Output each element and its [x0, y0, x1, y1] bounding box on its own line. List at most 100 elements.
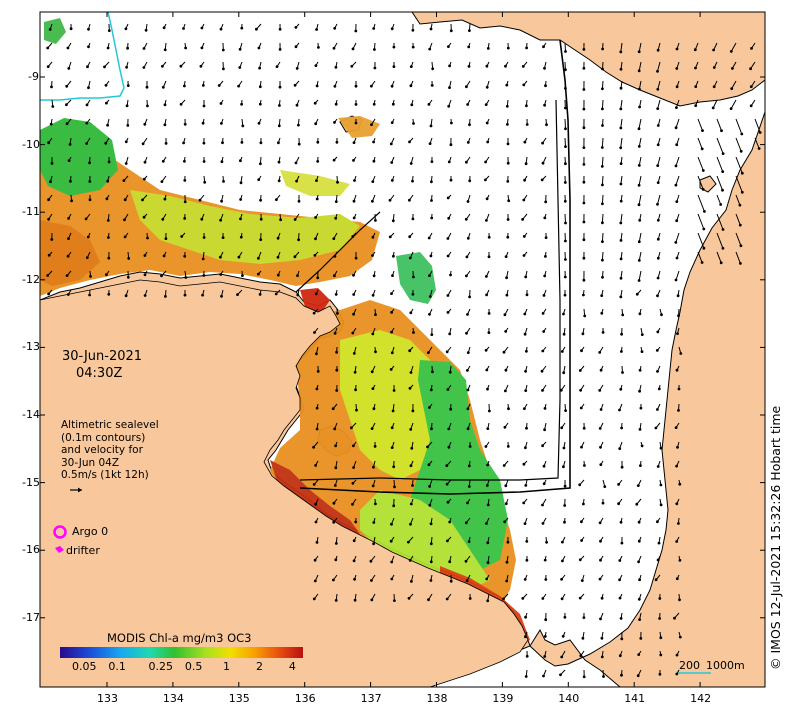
- velocity-arrow: [675, 232, 680, 243]
- velocity-arrow-head: [505, 276, 508, 280]
- velocity-arrow-head: [601, 183, 604, 187]
- velocity-arrow-head: [635, 502, 639, 506]
- velocity-arrow-head: [582, 502, 585, 506]
- velocity-arrow-head: [390, 446, 394, 449]
- velocity-arrow-head: [46, 65, 50, 68]
- velocity-arrow-head: [619, 617, 623, 620]
- velocity-arrow-head: [240, 141, 244, 144]
- velocity-arrow-head: [334, 65, 338, 69]
- velocity-arrow-head: [219, 27, 223, 31]
- velocity-arrow-head: [429, 579, 433, 582]
- velocity-arrow-head: [257, 121, 261, 125]
- velocity-arrow-head: [739, 262, 742, 265]
- velocity-arrow-head: [582, 107, 586, 111]
- velocity-arrow-head: [125, 65, 128, 69]
- velocity-arrow-head: [333, 427, 337, 431]
- velocity-arrow-head: [184, 46, 188, 50]
- velocity-arrow-head: [524, 275, 528, 279]
- lat-tick-label: -12: [22, 272, 40, 286]
- land-north: [411, 12, 765, 107]
- velocity-arrow-head: [392, 65, 396, 68]
- velocity-arrow-head: [656, 124, 660, 127]
- velocity-arrow-head: [143, 254, 147, 257]
- velocity-arrow-head: [203, 180, 207, 184]
- velocity-arrow-head: [333, 274, 336, 278]
- velocity-arrow-head: [314, 64, 318, 67]
- velocity-arrow-head: [467, 65, 471, 68]
- velocity-arrow-head: [543, 558, 547, 562]
- velocity-arrow-head: [659, 636, 663, 640]
- velocity-arrow-head: [411, 217, 415, 221]
- velocity-arrow-head: [354, 256, 358, 260]
- velocity-arrow-head: [637, 560, 640, 564]
- velocity-arrow-head: [600, 294, 604, 297]
- velocity-arrow-head: [353, 370, 357, 374]
- velocity-arrow-head: [599, 558, 602, 562]
- velocity-arrow-head: [484, 178, 487, 182]
- velocity-arrow-head: [582, 163, 586, 166]
- velocity-arrow-head: [674, 126, 678, 130]
- velocity-arrow-head: [163, 103, 167, 107]
- velocity-arrow-head: [241, 274, 244, 277]
- velocity-arrow-head: [200, 46, 204, 50]
- info-line: Altimetric sealevel: [61, 419, 159, 431]
- velocity-arrow-head: [640, 333, 644, 336]
- velocity-arrow-head: [334, 542, 338, 545]
- velocity-arrow-head: [487, 312, 491, 315]
- velocity-arrow-head: [179, 102, 183, 106]
- velocity-arrow-head: [583, 464, 586, 467]
- date-label: 30-Jun-2021 04:30Z: [62, 348, 142, 382]
- velocity-arrow-head: [564, 221, 567, 225]
- velocity-arrow-head: [123, 198, 127, 202]
- velocity-arrow-head: [657, 387, 661, 391]
- velocity-arrow: [638, 251, 642, 261]
- velocity-arrow-head: [351, 331, 355, 335]
- velocity-arrow-head: [601, 47, 604, 51]
- velocity-arrow-head: [447, 104, 451, 108]
- velocity-arrow-head: [484, 103, 488, 106]
- velocity-arrow-head: [618, 654, 622, 658]
- scale-label-b: 1000m: [706, 659, 745, 672]
- velocity-arrow-head: [293, 218, 297, 221]
- velocity-arrow-head: [486, 427, 490, 430]
- velocity-arrow-head: [675, 85, 679, 89]
- velocity-arrow-head: [582, 126, 586, 130]
- colorbar-tick-label: 1: [223, 660, 231, 673]
- velocity-arrow-head: [675, 464, 678, 468]
- velocity-arrow-head: [564, 145, 567, 149]
- velocity-arrow-head: [370, 598, 374, 602]
- velocity-arrow: [564, 42, 566, 52]
- velocity-arrow-head: [676, 294, 680, 298]
- velocity-arrow-head: [429, 27, 433, 31]
- velocity-arrow-head: [372, 140, 375, 144]
- velocity-arrow-head: [161, 64, 164, 68]
- velocity-arrow-head: [603, 485, 607, 488]
- velocity-arrow-head: [485, 197, 489, 201]
- velocity-arrow-head: [333, 331, 337, 335]
- velocity-arrow: [716, 156, 724, 172]
- velocity-arrow-head: [410, 580, 413, 583]
- velocity-arrow: [735, 118, 743, 135]
- velocity-arrow-head: [466, 427, 470, 431]
- velocity-arrow-head: [524, 635, 527, 639]
- velocity-arrow-head: [238, 66, 242, 69]
- velocity-arrow-head: [541, 161, 545, 165]
- velocity-arrow-head: [88, 180, 92, 183]
- velocity-arrow-head: [259, 217, 263, 221]
- velocity-arrow-head: [407, 540, 410, 544]
- velocity-arrow-head: [468, 29, 471, 32]
- velocity-arrow-head: [315, 406, 319, 410]
- velocity-arrow-head: [654, 578, 658, 582]
- velocity-arrow-head: [447, 427, 451, 431]
- velocity-arrow: [620, 99, 623, 109]
- velocity-arrow-head: [371, 180, 375, 184]
- velocity-arrow-head: [701, 129, 704, 133]
- velocity-arrow-head: [372, 27, 376, 30]
- velocity-arrow-head: [411, 409, 415, 413]
- velocity-arrow-head: [372, 465, 375, 469]
- velocity-arrow-head: [601, 67, 604, 71]
- velocity-arrow-head: [202, 104, 206, 108]
- velocity-arrow-head: [47, 198, 50, 202]
- velocity-arrow-head: [582, 278, 586, 282]
- velocity-arrow-head: [431, 67, 435, 71]
